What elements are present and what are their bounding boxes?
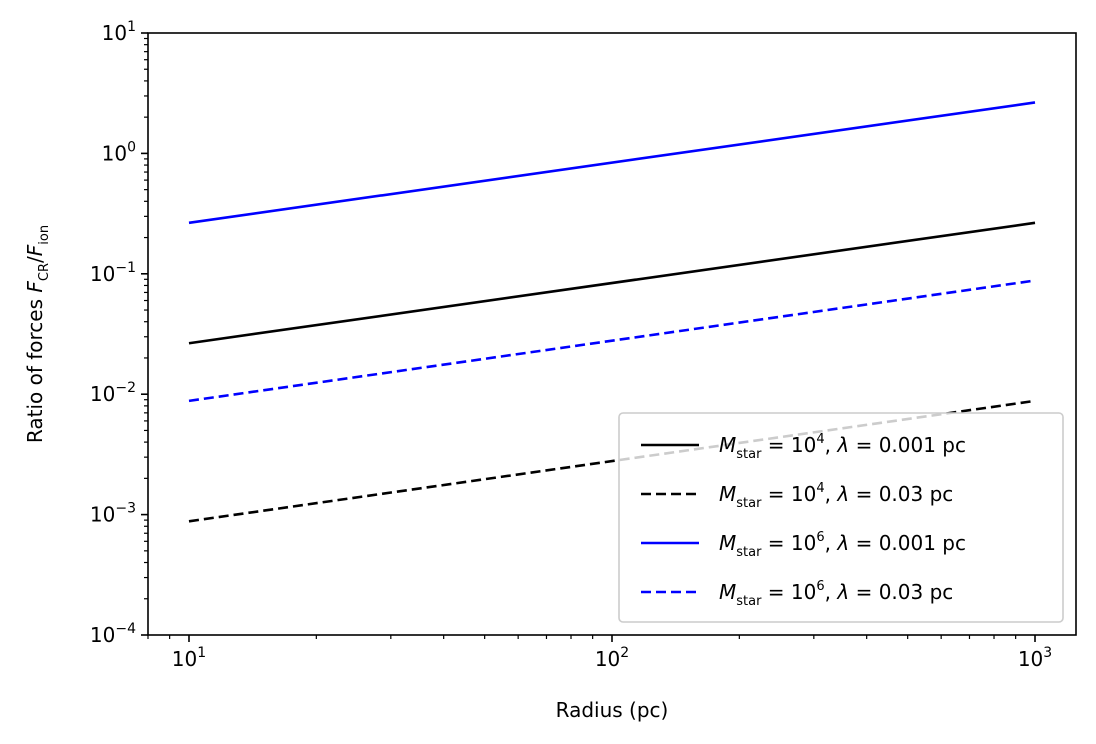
series-line-4 xyxy=(188,279,1036,403)
legend-label-1: Mstar = 104, λ = 0.001 pc xyxy=(719,432,966,462)
y-tick-label: 10−3 xyxy=(90,501,136,527)
x-tick-label: 102 xyxy=(595,645,629,671)
series-line-1 xyxy=(188,221,1036,345)
series-line-3 xyxy=(188,101,1036,225)
legend-label-4: Mstar = 106, λ = 0.03 pc xyxy=(719,579,953,609)
y-tick-label: 10−2 xyxy=(90,380,136,406)
x-axis-title: Radius (pc) xyxy=(556,698,669,722)
x-tick-label: 103 xyxy=(1018,645,1052,671)
legend: Mstar = 104, λ = 0.001 pc Mstar = 104, λ … xyxy=(618,412,1064,623)
y-tick-label: 101 xyxy=(102,19,136,45)
legend-label-2: Mstar = 104, λ = 0.03 pc xyxy=(719,481,953,511)
legend-box xyxy=(618,412,1064,623)
y-axis-title: Ratio of forces FCR/Fion xyxy=(23,225,52,443)
y-tick-label: 10−1 xyxy=(90,260,136,286)
y-tick-label: 10−4 xyxy=(90,621,136,647)
y-axis-title-text: Ratio of forces xyxy=(23,293,47,443)
x-tick-label: 101 xyxy=(172,645,206,671)
y-tick-label: 100 xyxy=(102,139,136,165)
y-axis: 10−4 10−3 10−2 10−1 100 101 xyxy=(90,19,148,647)
x-axis: 101 102 103 xyxy=(147,635,1052,671)
legend-label-3: Mstar = 106, λ = 0.001 pc xyxy=(719,530,966,560)
svg-text:Ratio of forces FCR/Fion: Ratio of forces FCR/Fion xyxy=(23,225,52,443)
